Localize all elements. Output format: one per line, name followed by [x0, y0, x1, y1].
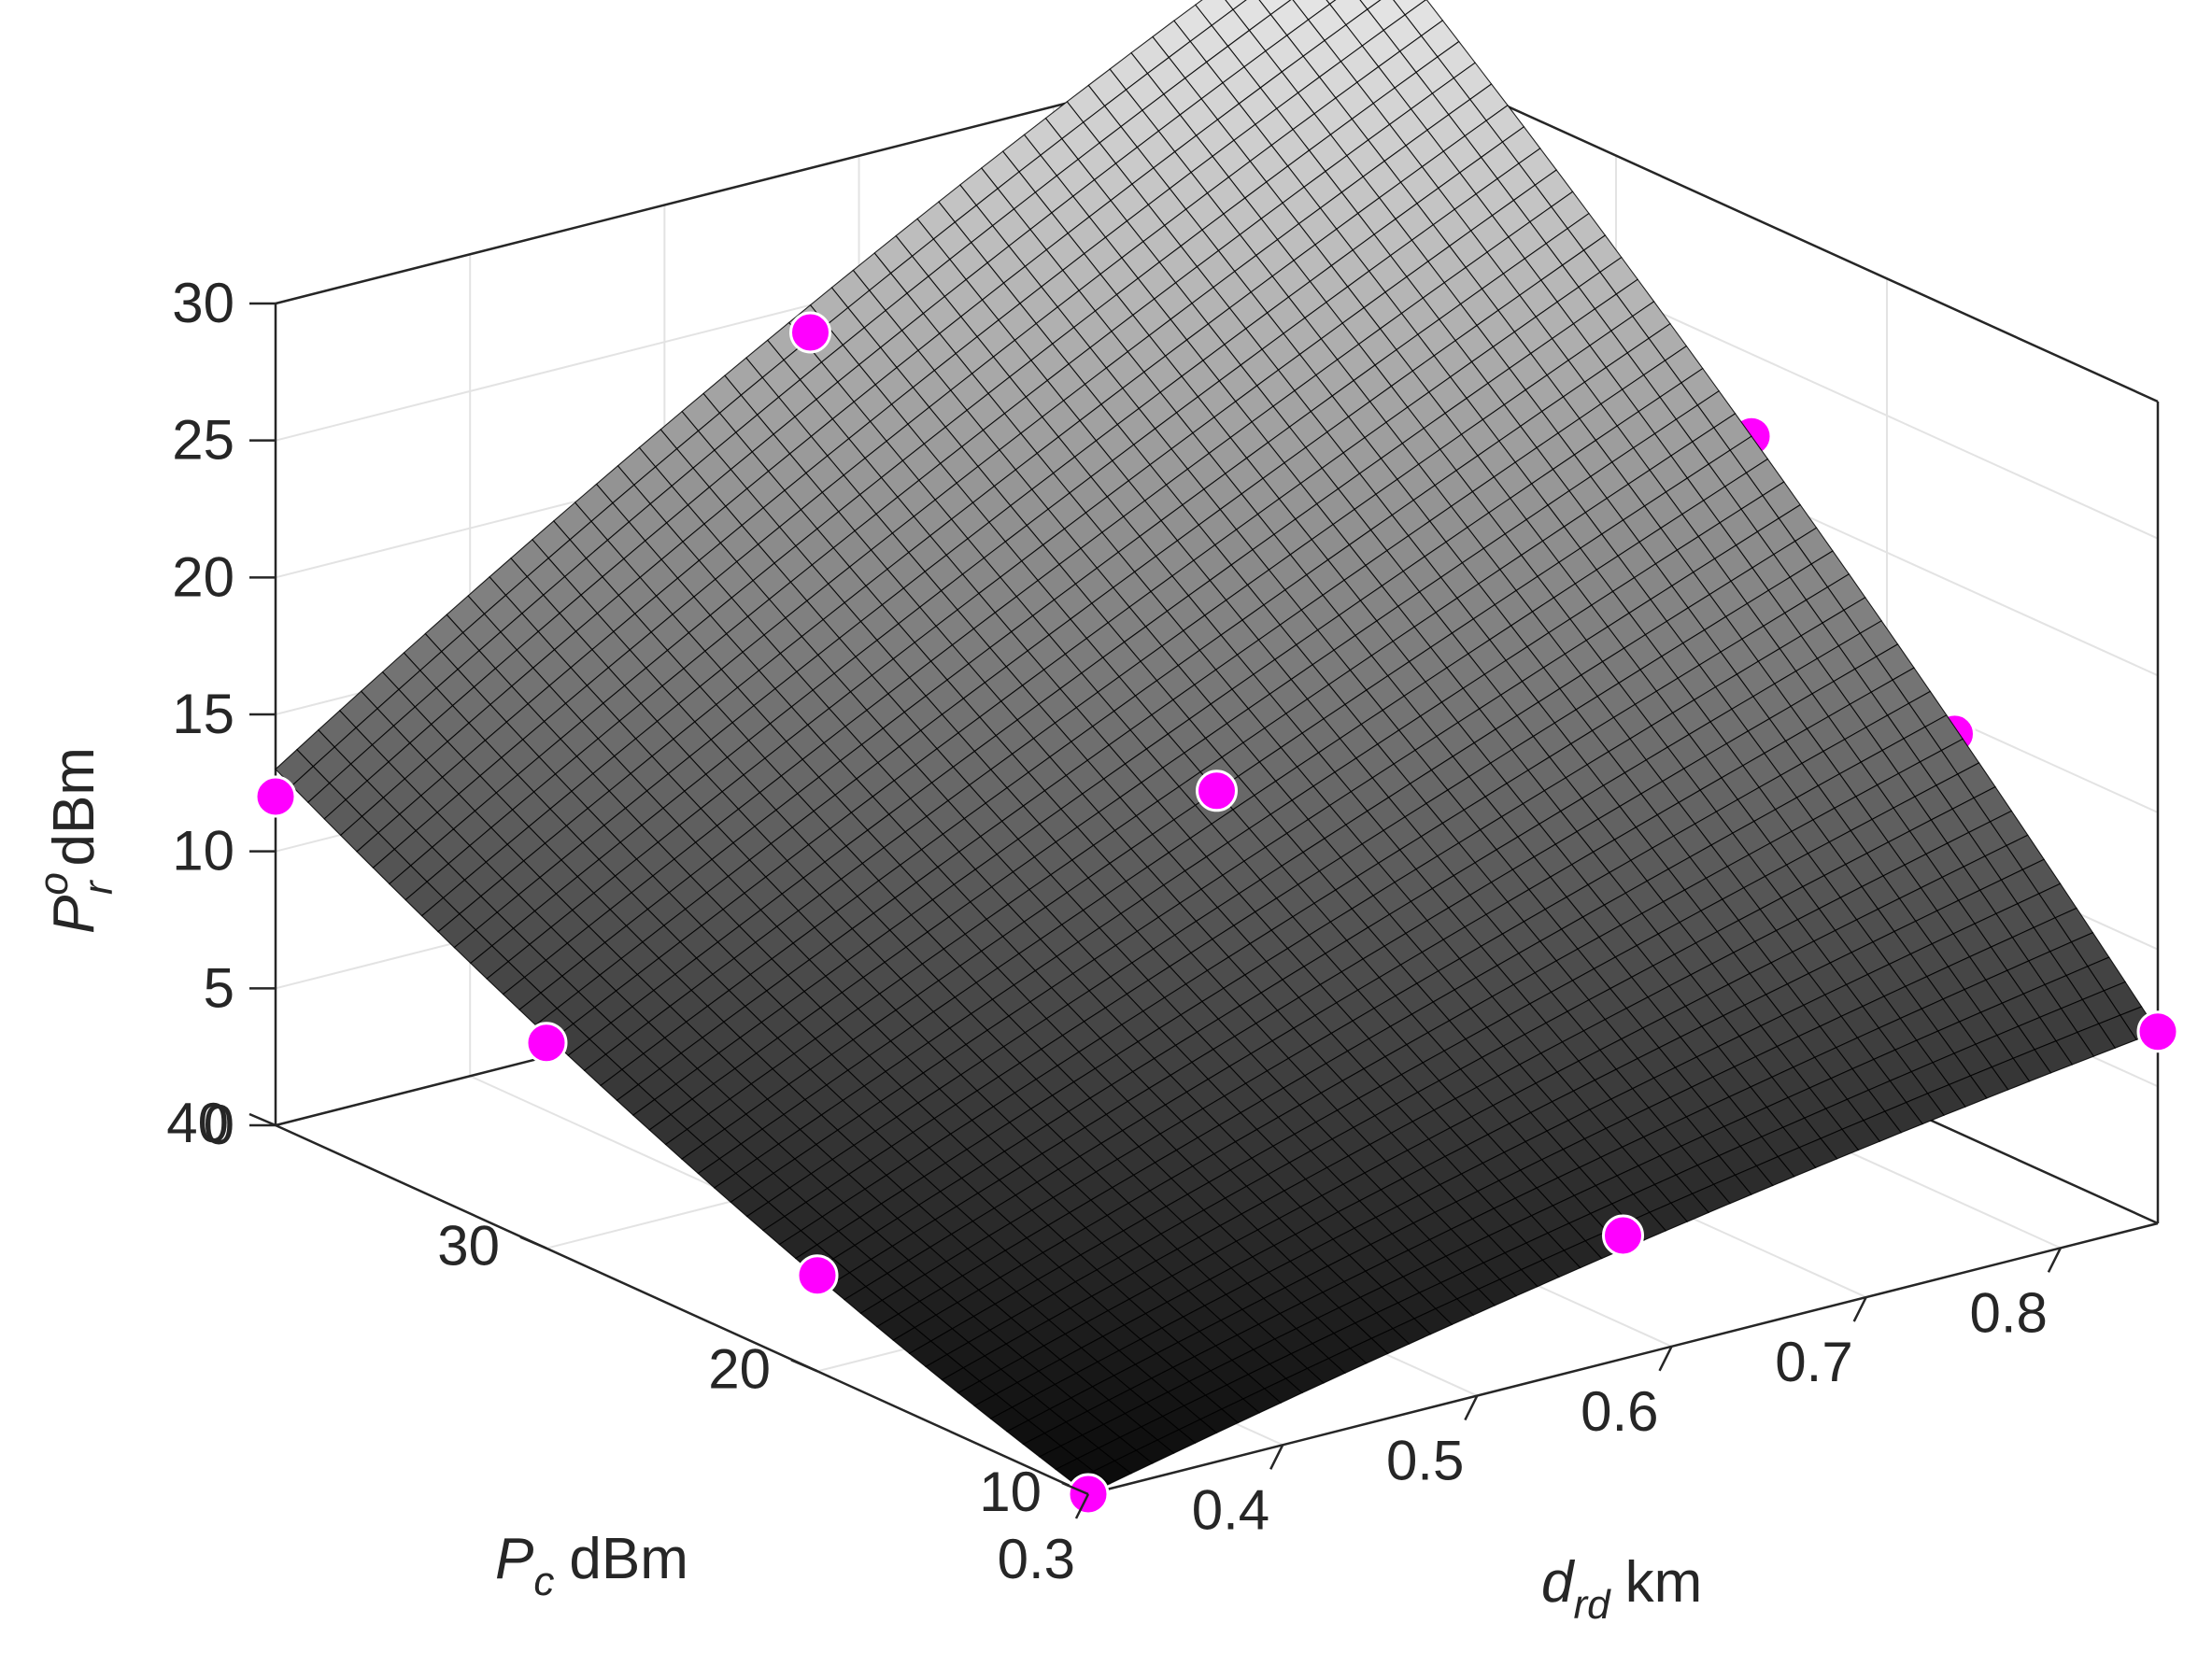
y-axis-label: Pc dBm [495, 1527, 688, 1604]
svg-text:PordBm: PordBm [31, 747, 121, 934]
x-tick-label: 0.5 [1386, 1430, 1464, 1492]
data-point-marker [1602, 1214, 1644, 1257]
surface-cell [1359, 0, 1382, 10]
data-point-marker [1196, 769, 1238, 812]
z-tick-label: 30 [172, 272, 234, 334]
y-tick-label: 30 [437, 1215, 500, 1278]
z-tick-label: 0 [204, 1094, 234, 1156]
x-tick-label: 0.6 [1581, 1380, 1658, 1443]
y-tick-label: 40 [166, 1092, 229, 1154]
y-tick-label: 10 [979, 1461, 1042, 1523]
data-point-marker [525, 1022, 568, 1065]
x-tick-mark [1269, 1444, 1284, 1470]
z-tick-label: 10 [172, 820, 234, 882]
data-point-marker [789, 311, 831, 354]
x-tick-mark [1852, 1296, 1867, 1322]
x-tick-mark [1658, 1346, 1673, 1372]
y-tick-mark [790, 1359, 818, 1373]
tick-labels: 0.3 0.4 0.5 0.6 0.7 0.8 10 20 30 400 5 10 15 20 25 30 [166, 272, 2063, 1590]
z-axis-label: PordBm [31, 747, 121, 934]
x-axis-line [1087, 1221, 2159, 1496]
z-tick-label: 5 [204, 956, 234, 1019]
data-point-marker [254, 775, 297, 818]
surface-mesh [275, 0, 2159, 1495]
y-tick-mark [1061, 1481, 1089, 1496]
x-tick-mark [2047, 1247, 2063, 1273]
y-axis-line [275, 1123, 1089, 1496]
data-point-marker [2136, 1010, 2179, 1053]
z-tick-label: 15 [172, 683, 234, 745]
surface-cell [1225, 0, 1247, 11]
x-tick-label: 0.8 [1969, 1281, 2047, 1344]
x-tick-label: 0.7 [1775, 1331, 1852, 1393]
x-axis-label: drd km [1541, 1550, 1702, 1628]
x-tick-mark [1074, 1493, 1090, 1519]
data-point-marker [796, 1254, 839, 1297]
z-tick-label: 20 [172, 545, 234, 608]
markers-front [254, 311, 2179, 1516]
x-tick-label: 0.4 [1192, 1478, 1269, 1541]
z-tick-label: 25 [172, 409, 234, 472]
x-tick-label: 0.3 [998, 1528, 1075, 1590]
x-tick-mark [1464, 1394, 1479, 1421]
y-tick-label: 20 [708, 1337, 771, 1400]
y-tick-mark [248, 1112, 276, 1127]
y-tick-mark [519, 1235, 547, 1250]
